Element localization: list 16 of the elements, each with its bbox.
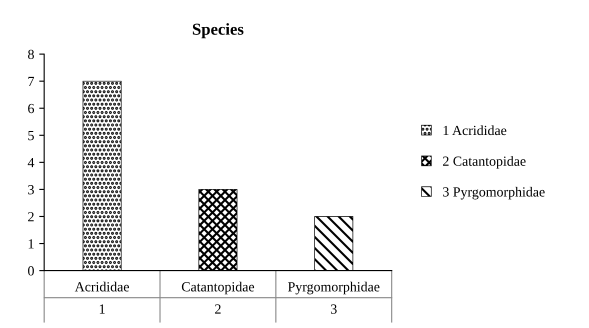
legend-label: 2 Catantopidae [443, 156, 526, 169]
y-tick-label: 3 [28, 185, 34, 194]
chart-title: Species [192, 23, 244, 38]
x-tick-label: Pyrgomorphidae 3 [288, 282, 380, 314]
legend-label: 3 Pyrgomorphidae [443, 186, 545, 200]
y-tick-label: 4 [28, 158, 34, 168]
y-tick-label: 0 [28, 266, 34, 276]
y-tick-label: 1 [28, 239, 34, 248]
y-tick-label: 5 [28, 131, 34, 140]
x-tick-label: Catantopidae 2 [182, 282, 254, 314]
y-tick-label: 6 [28, 104, 34, 114]
y-tick-label: 7 [28, 76, 34, 86]
y-tick-label: 8 [28, 50, 34, 60]
legend-label: 1 Acrididae [444, 125, 506, 136]
x-tick-label: Acrididae 1 [74, 282, 129, 314]
y-tick-label: 2 [28, 212, 34, 222]
